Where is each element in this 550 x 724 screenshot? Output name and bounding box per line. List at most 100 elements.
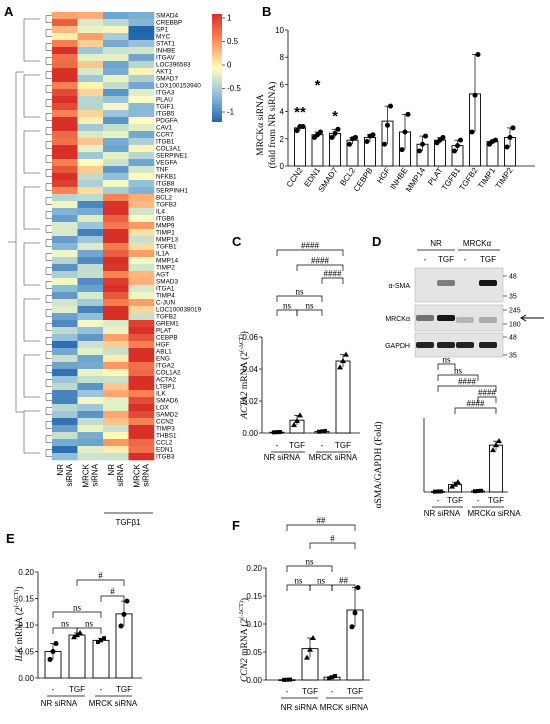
heatmap-cell	[77, 222, 104, 230]
significance-bracket	[437, 363, 456, 370]
heatmap-cell	[77, 327, 104, 335]
data-point	[337, 364, 343, 370]
heatmap-column-label: siRNA	[90, 463, 99, 486]
condition-label: TGF	[447, 496, 463, 505]
heatmap-cell	[128, 145, 155, 153]
y-tick-label: 8	[280, 53, 285, 62]
group-label: NR siRNA	[41, 699, 78, 708]
data-point	[307, 646, 313, 652]
heatmap-cell	[103, 376, 129, 384]
heatmap-cell	[52, 404, 78, 412]
y-tick-label: 0.00	[18, 674, 34, 683]
gene-label: TIMP2	[156, 264, 175, 271]
heatmap-cell	[128, 12, 155, 20]
blot-band	[456, 342, 474, 348]
heatmap-cell	[52, 82, 78, 90]
bar	[335, 360, 351, 434]
significance-bracket	[437, 374, 479, 381]
heatmap-panel: SMAD4CREBBPSP1MYCSTAT1INHBEITGAVLOC39658…	[8, 12, 241, 527]
row-dendrogram	[8, 15, 52, 457]
heatmap-cell	[128, 215, 155, 223]
heatmap-cell	[128, 19, 155, 27]
condition-label: TGF	[347, 687, 363, 696]
heatmap-cell	[103, 215, 129, 223]
heatmap-cell	[77, 397, 104, 405]
mw-marker-label: 245	[509, 308, 521, 315]
data-point	[436, 489, 440, 494]
condition-label: -	[52, 685, 55, 694]
category-label: TGFB2	[457, 166, 479, 193]
heatmap-cell	[52, 117, 78, 125]
data-point	[294, 128, 300, 134]
heatmap-cell	[103, 194, 129, 202]
heatmap-cell	[128, 334, 155, 342]
gene-label: SERPINE1	[156, 152, 188, 159]
condition-label: -	[321, 441, 324, 450]
heatmap-cell	[52, 348, 78, 356]
heatmap-cell	[128, 341, 155, 349]
data-point	[332, 130, 338, 136]
data-point	[349, 624, 355, 630]
heatmap-column-label: MRCK	[132, 463, 141, 487]
heatmap-cell	[128, 432, 155, 440]
y-tick-label: 0.15	[246, 592, 262, 601]
significance-label: ####	[324, 269, 343, 279]
blot-band	[416, 342, 434, 348]
dendrogram-branches	[8, 15, 52, 457]
gene-label: CCL2	[156, 439, 173, 446]
blot-band	[479, 342, 497, 348]
blot-condition-label: TGF	[480, 255, 496, 264]
heatmap-cell	[128, 383, 155, 391]
gene-label: COL3A1	[156, 145, 181, 152]
data-point	[121, 611, 127, 617]
heatmap-cell	[77, 215, 104, 223]
significance-label: ns	[61, 619, 70, 629]
significance-label: ns	[283, 301, 292, 311]
gene-label: AGT	[156, 271, 169, 278]
panel-f-ylabel: CCN2 mRNA (2(-ΔCT))	[238, 598, 250, 682]
heatmap-cell	[52, 215, 78, 223]
heatmap-cell	[103, 222, 129, 230]
heatmap-cell	[77, 278, 104, 286]
heatmap-cell	[52, 180, 78, 188]
heatmap-cell	[52, 236, 78, 244]
bar	[92, 639, 110, 679]
heatmap-cell	[52, 243, 78, 251]
heatmap-cell	[128, 453, 155, 461]
y-tick-label: 0.00	[242, 429, 258, 438]
heatmap-cell	[52, 12, 78, 20]
heatmap-cell	[128, 47, 155, 55]
blot-condition-label: -	[424, 255, 427, 264]
heatmap-cell	[128, 229, 155, 237]
heatmap-cell	[103, 390, 129, 398]
heatmap-cell	[77, 19, 104, 27]
data-point	[77, 629, 83, 635]
data-point	[388, 103, 393, 109]
gene-label: NFKB1	[156, 173, 177, 180]
colorbar-tick-label: 0	[227, 61, 232, 70]
significance-bracket	[309, 584, 333, 591]
blot-band	[456, 317, 474, 323]
gene-label: MMP9	[156, 222, 175, 229]
bar	[489, 444, 503, 493]
gene-label: TGIF1	[156, 103, 175, 110]
heatmap-cell	[77, 152, 104, 160]
data-point	[333, 674, 337, 679]
heatmap-cell	[77, 299, 104, 307]
heatmap-cell	[103, 397, 129, 405]
heatmap-cell	[103, 166, 129, 174]
group-label: MRCK siRNA	[309, 453, 358, 462]
heatmap-cell	[128, 124, 155, 132]
heatmap-cell	[77, 47, 104, 55]
heatmap-cell	[103, 19, 129, 27]
heatmap-cell	[77, 117, 104, 125]
significance-label: #	[110, 587, 115, 597]
significance-bracket	[76, 627, 102, 634]
heatmap-cell	[52, 201, 78, 209]
data-point	[455, 479, 461, 485]
heatmap-cell	[128, 320, 155, 328]
gene-label: TIMP1	[156, 229, 175, 236]
heatmap-cell	[103, 75, 129, 83]
significance-label: #	[330, 534, 335, 544]
